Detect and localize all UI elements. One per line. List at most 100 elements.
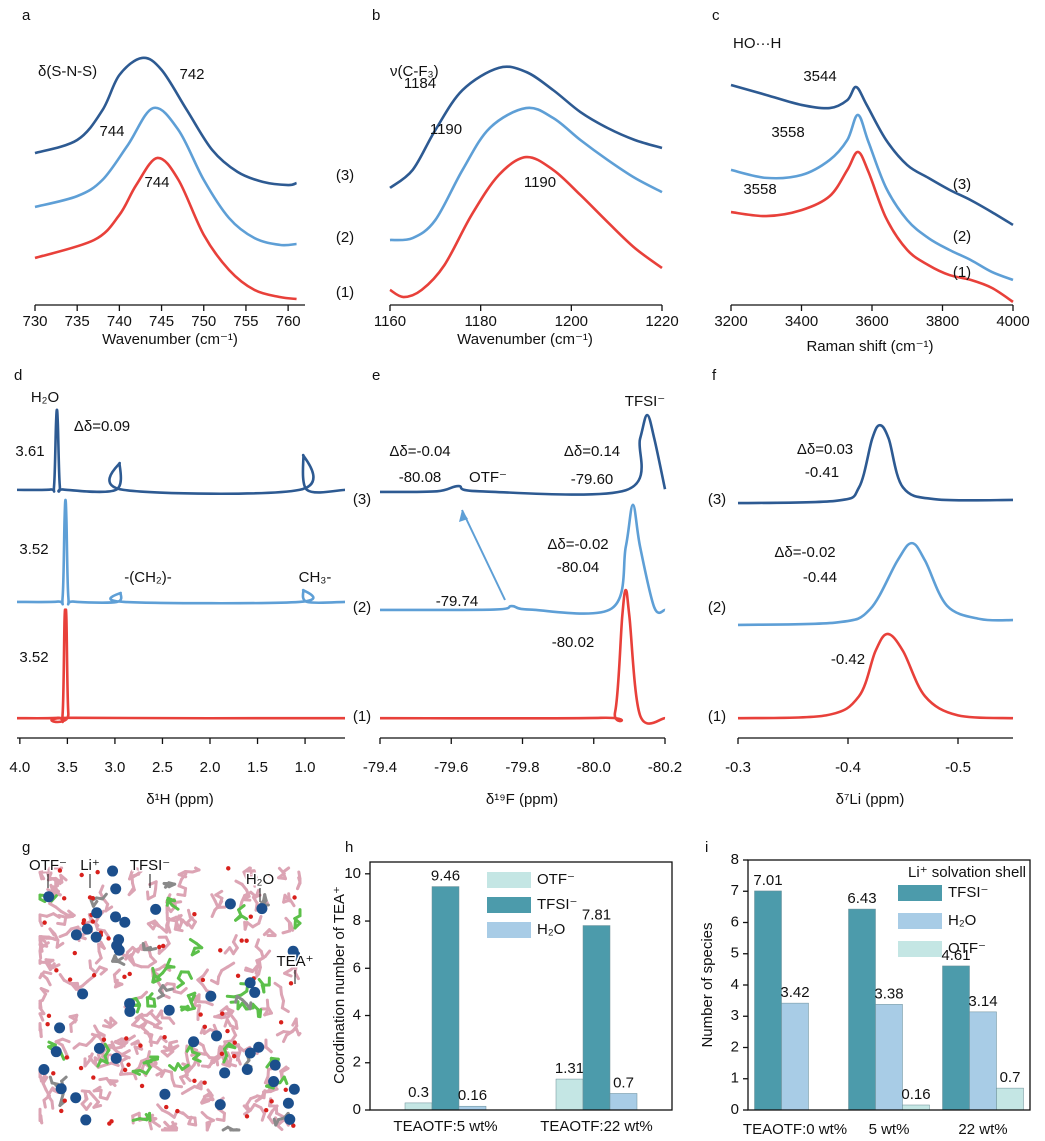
bar [555,1078,584,1111]
x-tick-label: 3.0 [104,759,125,776]
oxygen [235,973,241,978]
bond [103,1018,113,1027]
bond [242,1104,252,1112]
series-label: (2) [708,599,726,616]
value-label: 0.3 [408,1084,429,1101]
bond [283,971,293,978]
bond [88,959,93,970]
oxygen [225,1028,230,1034]
value-label: 0.16 [901,1086,930,1103]
bond [234,879,244,886]
lithium-ion [90,931,102,943]
oxygen [54,968,59,973]
oxygen [122,1067,128,1073]
oxygen [283,1087,288,1093]
bond [165,987,174,992]
bond [200,1110,209,1119]
lithium-ion [163,1004,175,1016]
x-tick-label: -80.0 [577,759,611,776]
bar [996,1087,1024,1111]
annotation: 1190 [524,174,556,191]
annotation: Δδ=-0.02 [774,544,835,561]
bond [130,1039,140,1046]
legend-swatch [898,941,942,957]
oxygen [198,1012,203,1017]
series-label: (3) [708,491,726,508]
oxygen [175,1108,180,1114]
value-label: 3.38 [874,985,903,1002]
lithium-ion [224,898,236,910]
annotation: OTF⁻ [29,857,67,874]
bond [185,916,194,925]
bond [121,1053,131,1060]
bond [180,1063,190,1071]
panel-letter: d [14,367,22,384]
y-tick-label: 1 [731,1070,739,1087]
spectrum-line [389,155,663,299]
oxygen [91,973,97,978]
bond [133,866,143,872]
oxygen [291,1123,296,1128]
bond [254,1095,264,1103]
oxygen [51,1071,56,1076]
lithium-ion [70,1092,82,1104]
y-tick-label: 5 [731,945,739,962]
legend-label: TFSI⁻ [537,896,577,913]
series-label: (1) [353,708,371,725]
bond [148,1120,153,1131]
bond [213,1015,224,1020]
panel-letter: a [22,7,31,24]
oxygen [122,974,127,980]
bar [848,908,876,1111]
bond [221,1062,232,1068]
lithium-ion [284,1113,296,1125]
oxygen [200,977,206,983]
annotation: CH₃- [299,569,332,586]
bond [103,1042,111,1052]
oxygen [157,944,162,950]
lithium-ion [110,883,122,895]
oxygen [79,872,84,878]
spectrum-line [737,541,1014,627]
oxygen [288,981,294,986]
bond [90,1032,101,1039]
bond [195,1080,203,1089]
oxygen [67,977,73,982]
bond [41,1075,49,1085]
bond [273,981,283,989]
x-tick-label: 5 wt% [869,1121,910,1138]
oxygen [42,920,47,925]
oxygen [64,1055,70,1060]
oxygen [202,1024,208,1030]
bond [108,1079,117,1087]
x-tick-label: 3200 [714,313,747,330]
x-tick-label: TEAOTF:5 wt% [393,1118,497,1135]
bond [252,877,257,888]
x-axis-label: Raman shift (cm⁻¹) [806,338,933,355]
bond [206,1060,215,1069]
series-label: (1) [336,284,354,301]
oxygen [192,912,197,917]
spectrum-line [34,106,297,247]
lithium-ion [110,1052,122,1064]
x-tick-label: 1160 [374,313,406,330]
x-tick-label: 3600 [855,313,888,330]
legend-title: Li⁺ solvation shell [908,864,1026,881]
bond [275,1111,285,1118]
bond [179,1075,186,1085]
y-axis-label: Number of species [699,922,716,1047]
oxygen [248,914,253,919]
oxygen [162,1034,167,1040]
oxygen [124,1036,129,1041]
bar [875,1004,903,1111]
oxygen [292,895,297,900]
plot-frame [747,859,1031,1111]
oxygen [226,866,231,871]
x-tick-label: TEAOTF:0 wt% [743,1121,847,1138]
lithium-ion [287,945,299,957]
bond [151,921,159,931]
x-tick-label: 760 [276,313,301,330]
value-label: 7.01 [753,872,782,889]
